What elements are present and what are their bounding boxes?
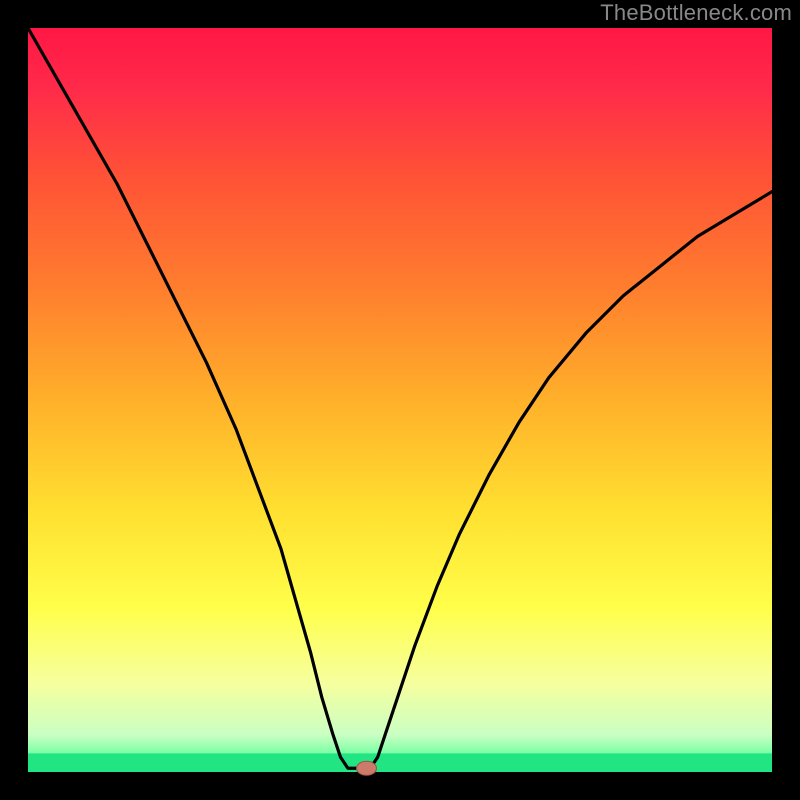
watermark-text: TheBottleneck.com	[600, 0, 792, 26]
optimal-band	[28, 753, 772, 772]
bottleneck-chart	[0, 0, 800, 800]
plot-area	[28, 28, 772, 772]
current-marker	[357, 761, 377, 775]
